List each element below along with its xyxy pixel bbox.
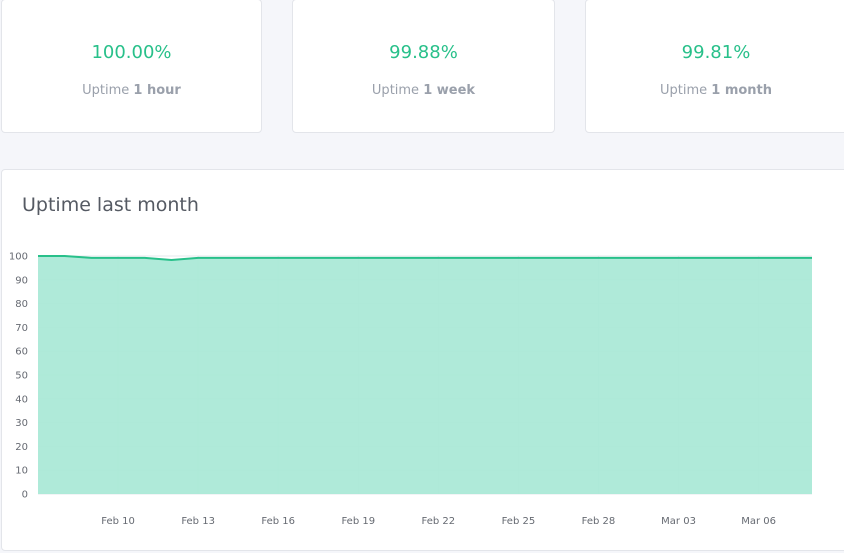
uptime-label-text: Uptime bbox=[371, 83, 420, 98]
uptime-label-text: Uptime bbox=[82, 83, 130, 98]
uptime-chart-card: Uptime last month 0 10 20 30 40 50 60 70 80 90 100… bbox=[1, 169, 844, 551]
uptime-label-text: Uptime bbox=[659, 83, 708, 98]
y-tick-label: 30 bbox=[15, 418, 28, 429]
y-tick-label: 10 bbox=[15, 466, 28, 477]
uptime-line bbox=[38, 255, 812, 262]
uptime-1-month-card: 99.81% Uptime 1 month bbox=[585, 0, 844, 133]
uptime-1-week-card: 99.88% Uptime 1 week bbox=[292, 0, 555, 133]
uptime-1-hour-value: 100.00% bbox=[91, 42, 172, 63]
y-tick-label: 0 bbox=[22, 490, 28, 501]
y-tick-label: 80 bbox=[15, 299, 28, 310]
x-tick-label: Mar 03 bbox=[661, 516, 696, 527]
uptime-1-month-value: 99.81% bbox=[681, 42, 751, 63]
x-tick-label: Mar 06 bbox=[741, 516, 776, 527]
x-tick-label: Feb 10 bbox=[101, 516, 135, 527]
y-tick-label: 70 bbox=[15, 323, 28, 334]
uptime-period-text: 1 hour bbox=[133, 83, 181, 98]
uptime-1-week-label: Uptime 1 week bbox=[293, 83, 554, 98]
uptime-1-month-label: Uptime 1 month bbox=[582, 83, 844, 98]
y-tick-label: 90 bbox=[15, 275, 28, 286]
uptime-1-hour-card: 100.00% Uptime 1 hour bbox=[1, 0, 262, 133]
uptime-area bbox=[38, 256, 812, 494]
uptime-1-week-value: 99.88% bbox=[389, 42, 458, 63]
x-tick-label: Feb 22 bbox=[422, 516, 456, 527]
y-tick-label: 20 bbox=[15, 442, 28, 453]
x-tick-label: Feb 19 bbox=[341, 516, 375, 527]
uptime-1-hour-label: Uptime 1 hour bbox=[2, 83, 261, 98]
y-tick-label: 50 bbox=[15, 371, 28, 382]
x-tick-label: Feb 13 bbox=[181, 516, 215, 527]
x-tick-label: Feb 16 bbox=[261, 516, 295, 527]
y-tick-label: 40 bbox=[15, 394, 28, 405]
y-tick-label: 60 bbox=[15, 347, 28, 358]
x-tick-label: Feb 25 bbox=[502, 516, 536, 527]
uptime-chart[interactable]: 0 10 20 30 40 50 60 70 80 90 100 Feb 10 Feb 13 Feb 16… bbox=[2, 170, 844, 552]
chart-title: Uptime last month bbox=[22, 194, 199, 216]
uptime-period-text: 1 week bbox=[423, 83, 476, 98]
uptime-period-text: 1 month bbox=[711, 83, 773, 98]
y-tick-label: 100 bbox=[9, 252, 28, 263]
x-tick-label: Feb 28 bbox=[582, 516, 616, 527]
